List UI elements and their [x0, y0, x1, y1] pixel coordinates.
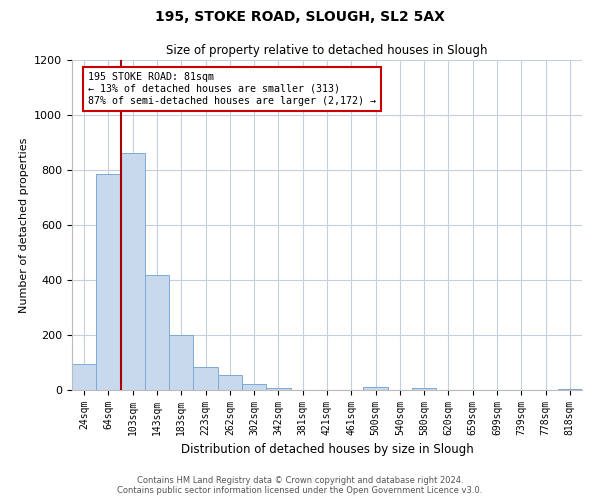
Bar [266, 388, 290, 390]
Bar [412, 388, 436, 390]
Bar [169, 335, 193, 390]
Text: 195, STOKE ROAD, SLOUGH, SL2 5AX: 195, STOKE ROAD, SLOUGH, SL2 5AX [155, 10, 445, 24]
Bar [558, 388, 582, 390]
Bar [145, 274, 169, 390]
Bar [193, 366, 218, 390]
Bar [121, 154, 145, 390]
Bar [218, 375, 242, 390]
Title: Size of property relative to detached houses in Slough: Size of property relative to detached ho… [166, 44, 488, 58]
Bar [96, 174, 121, 390]
Y-axis label: Number of detached properties: Number of detached properties [19, 138, 29, 312]
Text: 195 STOKE ROAD: 81sqm
← 13% of detached houses are smaller (313)
87% of semi-det: 195 STOKE ROAD: 81sqm ← 13% of detached … [88, 72, 376, 106]
Bar [72, 364, 96, 390]
Bar [364, 387, 388, 390]
X-axis label: Distribution of detached houses by size in Slough: Distribution of detached houses by size … [181, 444, 473, 456]
Bar [242, 384, 266, 390]
Text: Contains HM Land Registry data © Crown copyright and database right 2024.
Contai: Contains HM Land Registry data © Crown c… [118, 476, 482, 495]
